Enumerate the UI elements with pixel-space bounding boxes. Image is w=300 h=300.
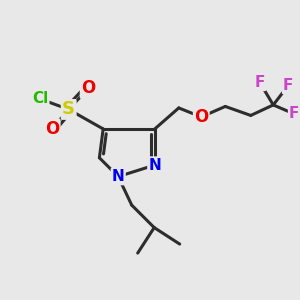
Text: N: N	[148, 158, 161, 172]
Text: N: N	[112, 169, 124, 184]
Text: O: O	[81, 80, 95, 98]
Text: Cl: Cl	[32, 92, 48, 106]
Text: F: F	[289, 106, 299, 122]
Text: S: S	[62, 100, 75, 118]
Text: O: O	[45, 120, 59, 138]
Text: O: O	[194, 108, 208, 126]
Text: F: F	[255, 75, 265, 90]
Text: F: F	[283, 78, 293, 93]
